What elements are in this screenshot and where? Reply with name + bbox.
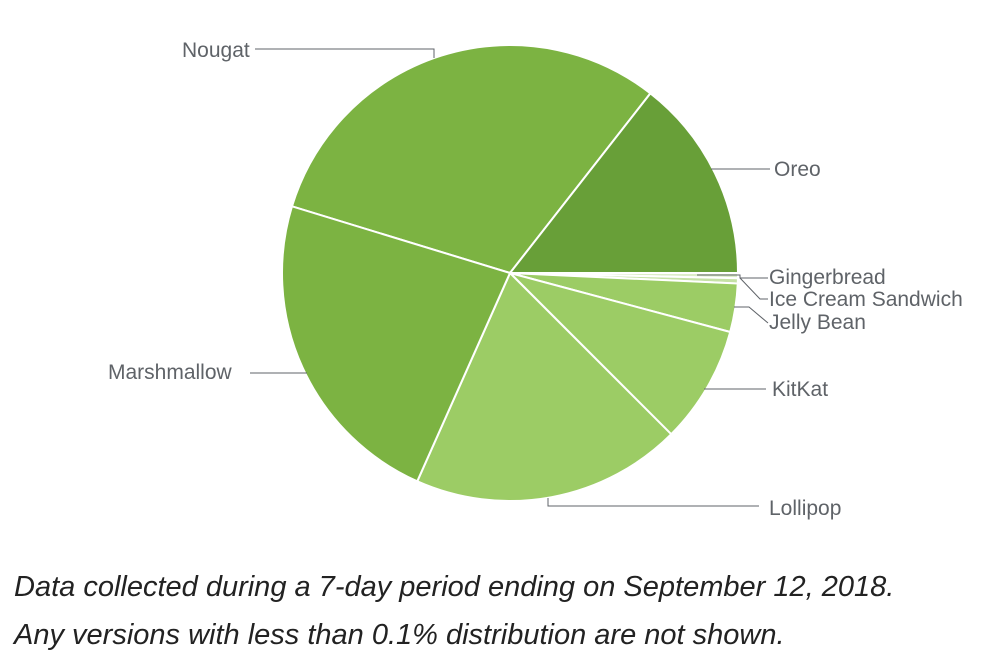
svg-text:Gingerbread: Gingerbread: [769, 266, 886, 289]
svg-text:Lollipop: Lollipop: [769, 497, 841, 520]
svg-text:Nougat: Nougat: [182, 39, 250, 62]
svg-text:Jelly Bean: Jelly Bean: [769, 311, 866, 334]
svg-text:Ice Cream Sandwich: Ice Cream Sandwich: [769, 288, 963, 311]
svg-text:Oreo: Oreo: [774, 158, 821, 181]
svg-text:KitKat: KitKat: [772, 378, 828, 401]
svg-text:Marshmallow: Marshmallow: [108, 361, 233, 384]
